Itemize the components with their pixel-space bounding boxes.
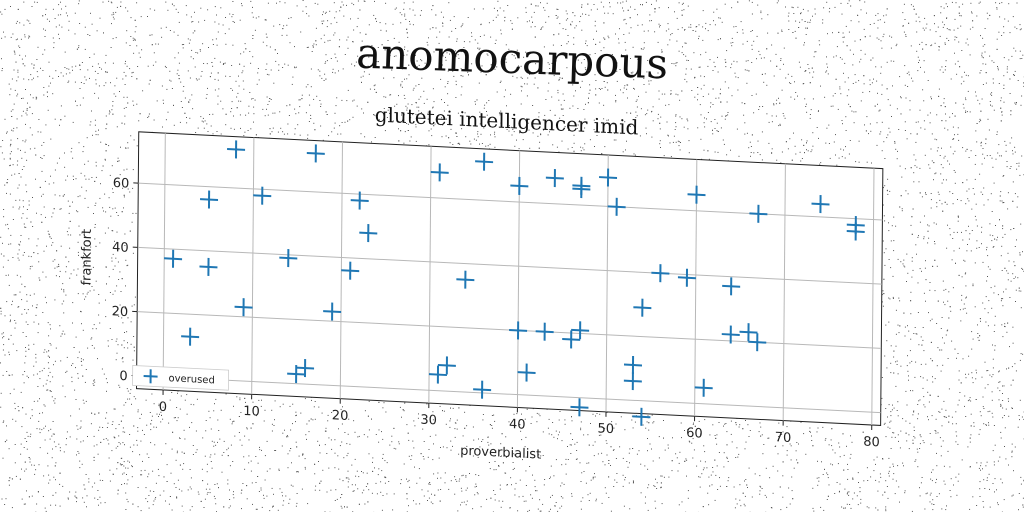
data-point	[341, 261, 360, 280]
y-tick-label: 60	[113, 176, 130, 192]
data-point	[562, 330, 581, 349]
data-point	[234, 298, 253, 317]
legend-label-overused: overused	[169, 373, 215, 386]
data-point	[624, 355, 642, 375]
x-tick-label: 60	[686, 426, 703, 442]
x-tick-label: 20	[332, 408, 349, 424]
data-point	[287, 364, 306, 384]
data-points	[164, 140, 865, 426]
legend-box	[132, 365, 230, 391]
data-point	[846, 222, 865, 241]
data-point	[599, 168, 618, 187]
data-point	[748, 333, 767, 352]
data-point	[200, 190, 219, 209]
x-tick-label: 30	[420, 413, 437, 429]
data-point	[721, 325, 740, 344]
data-point	[164, 249, 183, 268]
data-point	[722, 277, 741, 296]
data-point	[350, 191, 369, 210]
data-point	[633, 298, 652, 317]
legend: overused	[132, 365, 230, 391]
grid-line-y	[137, 246, 882, 285]
data-point	[473, 380, 492, 399]
x-tick-label: 0	[159, 400, 167, 415]
data-point	[181, 327, 200, 346]
data-point	[359, 224, 378, 243]
data-point	[607, 197, 626, 216]
data-point	[535, 322, 554, 341]
data-point	[456, 270, 475, 289]
data-point	[510, 176, 529, 196]
data-point	[811, 195, 830, 214]
grid-line-x	[251, 137, 255, 395]
data-point	[517, 363, 536, 382]
x-tick-label: 70	[775, 430, 792, 446]
x-tick-label: 40	[509, 417, 526, 433]
data-point	[623, 372, 642, 391]
data-point	[306, 144, 325, 163]
grid-line-y	[136, 375, 881, 414]
chart-subtitle: glutetei intelligencer imid	[375, 103, 639, 140]
data-point	[475, 152, 494, 171]
y-tick-label: 40	[112, 240, 129, 256]
data-point	[694, 378, 713, 397]
data-point	[253, 186, 272, 205]
y-tick-label: 20	[112, 304, 129, 320]
data-point	[437, 356, 456, 375]
data-point	[279, 248, 298, 268]
x-axis-label: proverbialist	[460, 444, 541, 463]
x-tick-label: 10	[243, 404, 260, 420]
grid-line-x	[782, 163, 786, 421]
grid-line-x	[605, 155, 609, 412]
data-point	[323, 302, 342, 321]
legend-marker-overused	[143, 369, 158, 384]
data-point	[428, 365, 447, 384]
data-point	[545, 169, 564, 188]
grid-line-x	[871, 168, 875, 425]
data-point	[571, 321, 590, 340]
grid-line-x	[428, 146, 432, 404]
y-axis-ticks: 0 20 40 60	[112, 176, 139, 384]
x-tick-label: 50	[598, 421, 615, 437]
data-point	[572, 179, 591, 199]
data-point	[677, 268, 696, 287]
x-tick-label: 80	[863, 435, 880, 451]
grid-line-x	[162, 133, 166, 390]
data-point	[687, 185, 706, 204]
data-point	[227, 140, 246, 159]
data-point	[749, 204, 768, 223]
data-point	[651, 264, 670, 283]
data-point	[739, 323, 758, 342]
y-axis-label: frankfort	[79, 229, 94, 286]
data-point	[509, 321, 528, 340]
data-point	[430, 163, 449, 182]
data-point	[570, 398, 589, 417]
data-point	[199, 257, 218, 276]
x-axis-ticks: 0 10 20 30 40 50 60 70 80	[159, 389, 880, 451]
y-tick-label: 0	[119, 369, 127, 384]
data-point	[632, 407, 651, 426]
